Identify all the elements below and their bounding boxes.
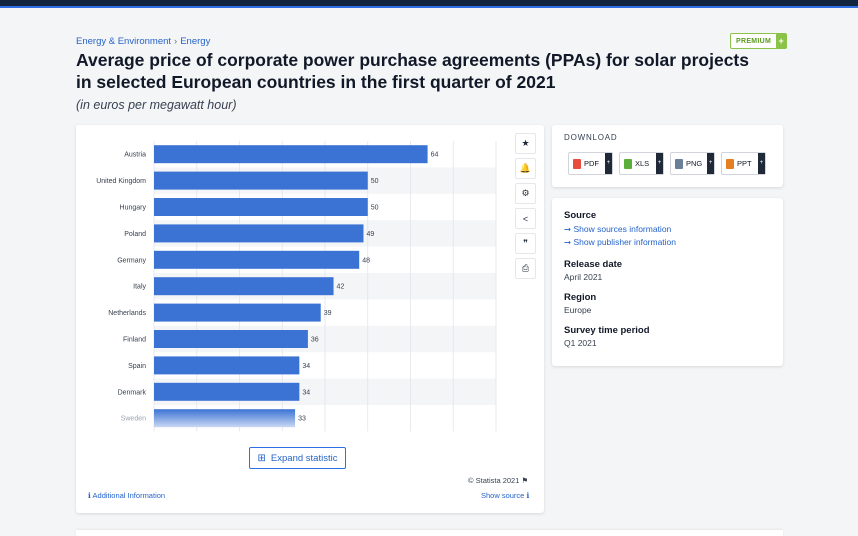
premium-badge[interactable]: PREMIUM + bbox=[730, 33, 788, 49]
download-buttons: PDF + XLS + PNG + PPT + bbox=[568, 152, 766, 175]
info-icon: ℹ bbox=[88, 491, 91, 500]
bar[interactable] bbox=[154, 277, 334, 296]
download-png-button[interactable]: PNG + bbox=[670, 152, 715, 175]
category-label: United Kingdom bbox=[96, 178, 146, 185]
download-format-label: PDF bbox=[584, 159, 599, 168]
bar[interactable] bbox=[154, 250, 360, 269]
category-label: Denmark bbox=[118, 389, 147, 396]
show-source-label: Show source bbox=[481, 491, 525, 500]
xls-file-icon bbox=[624, 158, 632, 169]
expand-statistic-button[interactable]: ⊞ Expand statistic bbox=[249, 447, 346, 469]
value-label: 64 bbox=[431, 152, 439, 159]
next-section-card bbox=[76, 530, 783, 536]
region-heading: Region bbox=[564, 292, 597, 303]
bar[interactable] bbox=[154, 224, 364, 243]
plus-icon: + bbox=[707, 153, 714, 174]
bar[interactable] bbox=[154, 145, 428, 164]
source-heading: Source bbox=[564, 210, 597, 221]
category-label: Italy bbox=[133, 284, 146, 291]
expand-statistic-label: Expand statistic bbox=[270, 452, 338, 464]
breadcrumb-energy-environment[interactable]: Energy & Environment bbox=[76, 36, 172, 47]
category-label: Poland bbox=[124, 231, 146, 238]
region-value: Europe bbox=[564, 305, 592, 315]
download-xls-button[interactable]: XLS + bbox=[619, 152, 664, 175]
breadcrumb: Energy & Environment › Energy bbox=[76, 36, 210, 47]
value-label: 39 bbox=[324, 310, 332, 317]
plus-icon: + bbox=[605, 153, 612, 174]
category-label: Sweden bbox=[121, 416, 146, 423]
value-label: 42 bbox=[337, 284, 345, 291]
breadcrumb-energy[interactable]: Energy bbox=[180, 36, 211, 47]
settings-icon[interactable]: ⚙ bbox=[515, 183, 536, 204]
download-panel: DOWNLOAD PDF + XLS + PNG + PPT + bbox=[552, 125, 783, 187]
plus-icon: + bbox=[776, 34, 787, 48]
png-file-icon bbox=[675, 158, 683, 169]
favorite-icon[interactable]: ★ bbox=[515, 133, 536, 154]
copyright-notice: © Statista 2021 ⚑ bbox=[468, 476, 528, 485]
download-format-label: XLS bbox=[635, 159, 650, 168]
show-publisher-link[interactable]: ➞ Show publisher information bbox=[564, 237, 677, 247]
value-label: 49 bbox=[366, 231, 374, 238]
top-navigation-bar bbox=[0, 0, 858, 8]
download-format-label: PPT bbox=[737, 159, 752, 168]
additional-information-label: Additional Information bbox=[92, 491, 166, 500]
print-icon[interactable]: ⎙ bbox=[515, 258, 536, 279]
bar[interactable] bbox=[154, 303, 321, 322]
share-icon[interactable]: < bbox=[515, 208, 536, 229]
bar[interactable] bbox=[154, 330, 308, 348]
value-label: 34 bbox=[302, 363, 310, 370]
pdf-file-icon bbox=[573, 158, 581, 169]
expand-icon: ⊞ bbox=[257, 452, 266, 464]
notification-icon[interactable]: 🔔 bbox=[515, 158, 536, 179]
page-title: Average price of corporate power purchas… bbox=[76, 50, 749, 92]
category-label: Germany bbox=[117, 257, 146, 264]
bar[interactable] bbox=[154, 198, 368, 216]
chart-toolbar: ★ 🔔 ⚙ < ❞ ⎙ bbox=[515, 133, 536, 283]
download-ppt-button[interactable]: PPT + bbox=[721, 152, 766, 175]
download-format-label: PNG bbox=[686, 159, 703, 168]
copyright-text: © Statista 2021 bbox=[468, 476, 520, 485]
plus-icon: + bbox=[758, 153, 765, 174]
page-subtitle: (in euros per megawatt hour) bbox=[76, 98, 237, 112]
category-label: Austria bbox=[124, 152, 146, 159]
survey-period-heading: Survey time period bbox=[564, 325, 650, 336]
download-title: DOWNLOAD bbox=[564, 133, 618, 142]
release-date-value: April 2021 bbox=[564, 272, 603, 282]
ppt-file-icon bbox=[726, 158, 734, 169]
bar[interactable] bbox=[154, 171, 368, 190]
additional-information-link[interactable]: ℹ Additional Information bbox=[88, 491, 165, 500]
release-date-heading: Release date bbox=[564, 259, 623, 270]
chart-card: Austria 64 United Kingdom 50 Hungary 50 Poland… bbox=[76, 125, 544, 513]
info-icon: ℹ bbox=[526, 491, 530, 500]
category-label: Hungary bbox=[120, 205, 147, 212]
quote-icon[interactable]: ❞ bbox=[515, 233, 536, 254]
statistic-info-panel: Source ➞ Show sources information ➞ Show… bbox=[552, 198, 783, 366]
value-label: 48 bbox=[362, 257, 370, 264]
value-label: 33 bbox=[298, 416, 306, 423]
plus-icon: + bbox=[656, 153, 663, 174]
bar[interactable] bbox=[154, 409, 296, 428]
download-pdf-button[interactable]: PDF + bbox=[568, 152, 613, 175]
show-sources-link[interactable]: ➞ Show sources information bbox=[564, 224, 672, 234]
bar[interactable] bbox=[154, 382, 300, 401]
bar-chart: Austria 64 United Kingdom 50 Hungary 50 Poland… bbox=[96, 141, 497, 432]
value-label: 50 bbox=[371, 178, 379, 185]
show-source-link[interactable]: Show source ℹ bbox=[481, 491, 529, 500]
premium-label: PREMIUM bbox=[736, 37, 772, 45]
category-label: Spain bbox=[128, 363, 146, 370]
bar[interactable] bbox=[154, 356, 300, 375]
survey-period-value: Q1 2021 bbox=[564, 338, 597, 348]
category-label: Finland bbox=[123, 337, 146, 344]
flag-icon: ⚑ bbox=[521, 476, 529, 485]
value-label: 36 bbox=[311, 337, 319, 344]
category-label: Netherlands bbox=[108, 310, 146, 317]
breadcrumb-separator: › bbox=[174, 36, 178, 47]
value-label: 50 bbox=[371, 205, 379, 212]
value-label: 34 bbox=[302, 389, 310, 396]
